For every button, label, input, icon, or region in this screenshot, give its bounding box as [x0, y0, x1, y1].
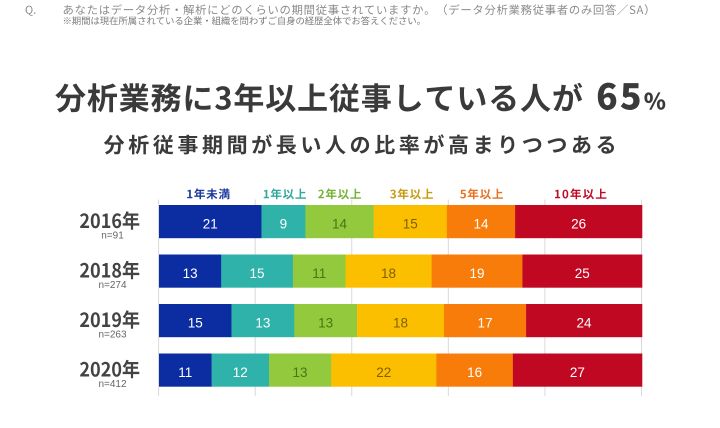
svg-text:15: 15 — [250, 266, 265, 281]
svg-text:15: 15 — [188, 316, 203, 331]
svg-text:n=274: n=274 — [98, 280, 127, 291]
svg-text:27: 27 — [570, 365, 585, 380]
svg-text:18: 18 — [381, 266, 396, 281]
svg-text:11: 11 — [312, 266, 326, 281]
svg-text:9: 9 — [280, 217, 288, 232]
svg-text:13: 13 — [293, 365, 308, 380]
svg-text:17: 17 — [478, 316, 493, 331]
svg-text:14: 14 — [332, 217, 348, 232]
svg-text:13: 13 — [255, 316, 270, 331]
svg-text:25: 25 — [575, 266, 590, 281]
svg-text:16: 16 — [467, 365, 482, 380]
svg-text:n=412: n=412 — [98, 379, 127, 390]
svg-text:18: 18 — [393, 316, 408, 331]
svg-text:n=91: n=91 — [101, 231, 124, 242]
svg-text:26: 26 — [571, 217, 586, 232]
svg-text:n=263: n=263 — [98, 330, 127, 341]
svg-text:24: 24 — [577, 316, 593, 331]
svg-text:21: 21 — [203, 217, 218, 232]
svg-text:12: 12 — [233, 365, 248, 380]
svg-text:13: 13 — [318, 316, 333, 331]
svg-text:19: 19 — [469, 266, 484, 281]
svg-text:15: 15 — [403, 217, 418, 232]
svg-text:11: 11 — [178, 365, 192, 380]
svg-text:13: 13 — [183, 266, 198, 281]
svg-text:22: 22 — [376, 365, 391, 380]
svg-text:14: 14 — [473, 217, 489, 232]
